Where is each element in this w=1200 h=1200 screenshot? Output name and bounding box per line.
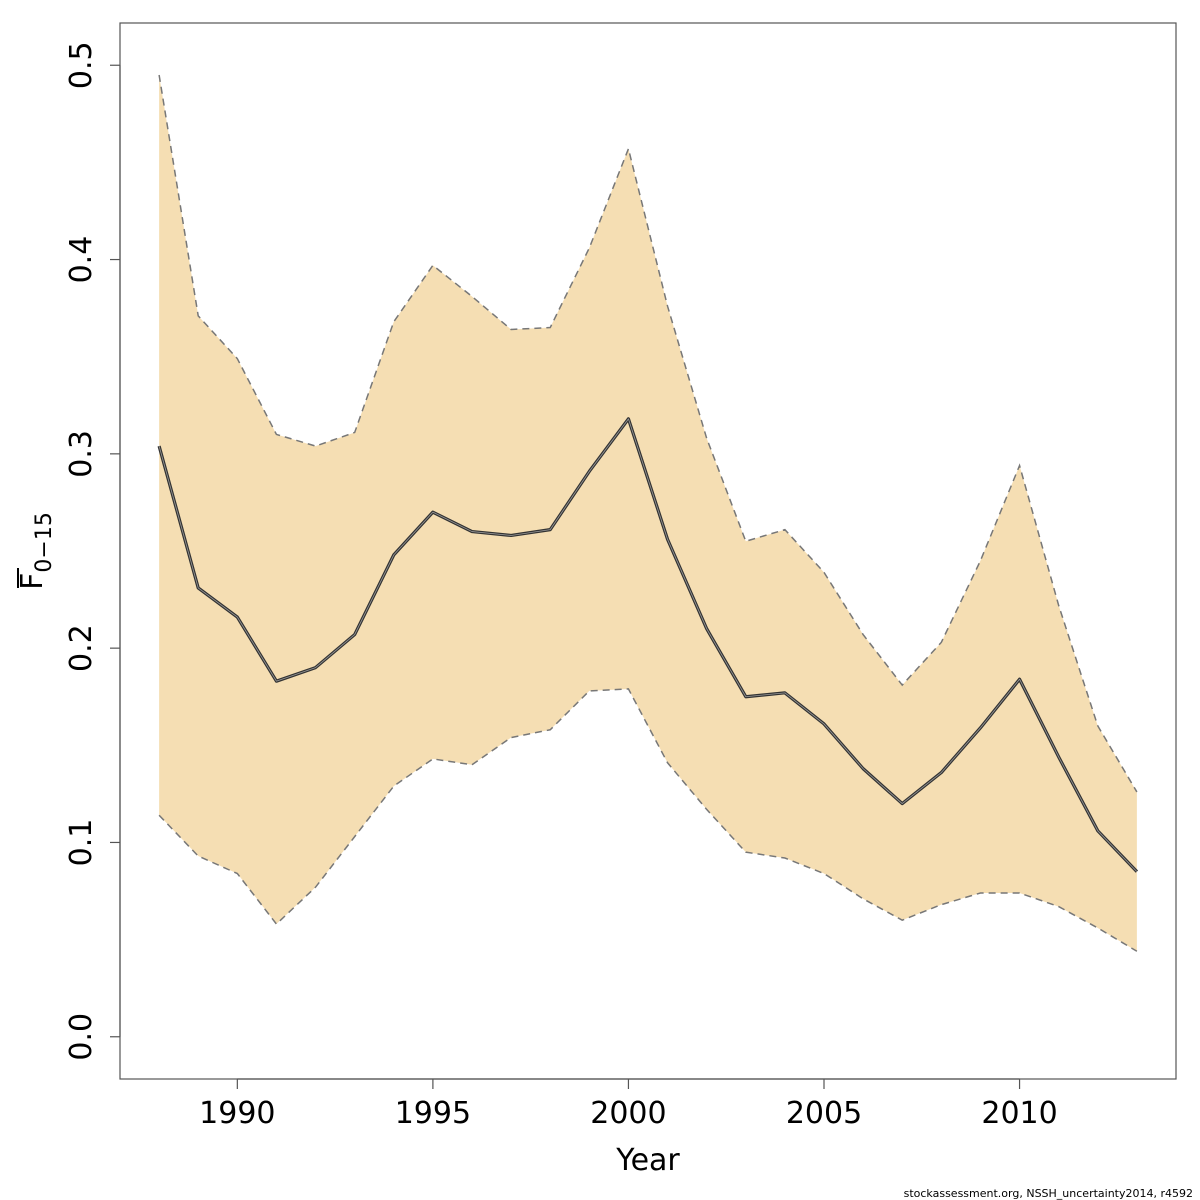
x-axis: 1990 1995 2000 2005 2010 [199,1078,1058,1131]
x-axis-title: Year [615,1143,680,1178]
estimate-line-highlight [158,418,1138,872]
upper-bound-line [158,74,1138,793]
y-axis: 0.0 0.1 0.2 0.3 0.4 0.5 [64,41,121,1061]
credit-text: stockassessment.org, NSSH_uncertainty201… [904,1187,1193,1200]
y-tick-label: 0.3 [64,430,99,478]
y-axis-title: F0−15 [15,512,57,590]
x-tick-label: 2010 [981,1096,1057,1131]
confidence-band [159,74,1137,952]
x-tick-label: 2000 [590,1096,666,1131]
x-tick-label: 2005 [786,1096,862,1131]
y-tick-label: 0.5 [64,41,99,89]
y-axis-title-subscript: 0−15 [32,512,57,572]
x-tick-label: 1990 [199,1096,275,1131]
y-tick-label: 0.4 [64,236,99,284]
svg-text:F0−15: F0−15 [15,512,57,590]
y-tick-label: 0.1 [64,819,99,867]
y-axis-title-main: F [15,573,50,590]
x-tick-label: 1995 [395,1096,471,1131]
plot-area [157,74,1139,952]
y-tick-label: 0.2 [64,624,99,672]
y-tick-label: 0.0 [64,1013,99,1061]
